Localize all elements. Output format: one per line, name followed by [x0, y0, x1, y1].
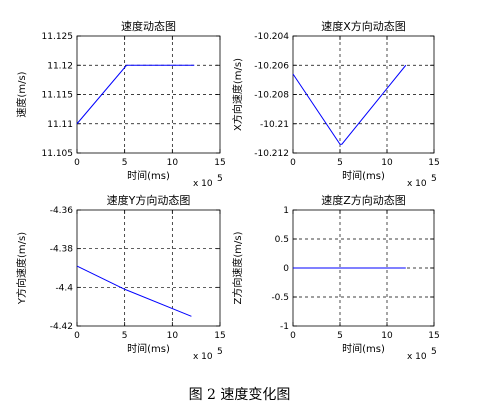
- x-tick-label: 5: [337, 158, 343, 168]
- x-tick-label: 15: [214, 331, 225, 341]
- y-tick-label: -1: [280, 322, 289, 332]
- x-tick-label: 15: [214, 158, 225, 168]
- plot-area: [76, 35, 221, 154]
- x-tick-label: 10: [167, 158, 179, 168]
- y-axis-label: Y方向速度(m/s): [15, 232, 28, 305]
- y-tick-label: 1: [283, 206, 289, 216]
- y-tick-label: -10.206: [254, 61, 289, 71]
- x-exponent-power: 5: [217, 347, 223, 357]
- x-tick-label: 5: [122, 331, 128, 341]
- x-exponent-label: x 10: [193, 179, 213, 189]
- x-exponent-label: x 10: [193, 352, 213, 362]
- y-axis-label: 速度(m/s): [15, 71, 28, 117]
- x-tick-label: 10: [167, 331, 179, 341]
- plot-area: [292, 35, 435, 154]
- x-exponent-power: 5: [217, 174, 223, 184]
- figure-caption: 图 2 速度变化图: [189, 387, 291, 403]
- x-tick-label: 5: [337, 331, 343, 341]
- series-line: [76, 265, 192, 317]
- y-tick-label: 11.115: [42, 91, 74, 101]
- y-tick-label: 11.125: [42, 32, 74, 42]
- chart-title: 速度动态图: [121, 19, 176, 33]
- x-exponent-label: x 10: [407, 352, 427, 362]
- series-line: [292, 64, 407, 145]
- plot-area: [76, 209, 221, 327]
- chart-title: 速度Y方向动态图: [107, 193, 191, 207]
- y-tick-label: -4.4: [55, 283, 73, 293]
- x-axis-label: 时间(ms): [342, 342, 385, 355]
- chart-panel: 0 5 10 15 -10.204 -10.206 -10.208 -10.21 -10.212…: [231, 19, 440, 189]
- x-tick-label: 15: [428, 158, 439, 168]
- x-tick-label: 0: [74, 331, 80, 341]
- x-tick-label: 5: [122, 158, 128, 168]
- x-exponent-power: 5: [431, 347, 437, 357]
- x-tick-label: 10: [381, 331, 393, 341]
- x-exponent-label: x 10: [407, 179, 427, 189]
- x-tick-label: 0: [290, 331, 296, 341]
- y-axis-label: Z方向速度(m/s): [231, 231, 244, 304]
- chart-title: 速度X方向动态图: [321, 19, 406, 33]
- y-tick-label: 11.11: [47, 120, 73, 130]
- y-tick-label: -10.21: [260, 120, 289, 130]
- y-tick-label: 0: [283, 264, 289, 274]
- x-axis-label: 时间(ms): [342, 169, 385, 182]
- y-tick-label: 11.12: [47, 61, 73, 71]
- y-tick-label: -4.36: [50, 206, 74, 216]
- y-tick-label: -10.212: [254, 149, 289, 159]
- x-tick-label: 0: [290, 158, 296, 168]
- x-axis-label: 时间(ms): [127, 169, 170, 182]
- y-tick-label: -10.208: [254, 91, 289, 101]
- y-tick-label: -10.204: [254, 32, 289, 42]
- x-tick-label: 15: [428, 331, 439, 341]
- chart-title: 速度Z方向动态图: [321, 193, 406, 207]
- y-tick-label: -4.38: [50, 245, 74, 255]
- x-tick-label: 10: [381, 158, 393, 168]
- y-tick-label: 11.105: [42, 149, 74, 159]
- x-exponent-power: 5: [431, 174, 437, 184]
- x-axis-label: 时间(ms): [127, 342, 170, 355]
- y-tick-label: 0.5: [275, 235, 289, 245]
- series-line: [76, 64, 195, 125]
- y-axis-label: X方向速度(m/s): [231, 58, 244, 131]
- chart-panel: 0 5 10 15 11.105 11.11 11.115 11.12 11.125 速度动态图时…: [15, 19, 226, 189]
- x-tick-label: 0: [74, 158, 80, 168]
- y-tick-label: -0.5: [271, 293, 289, 303]
- y-tick-label: -4.42: [50, 322, 73, 332]
